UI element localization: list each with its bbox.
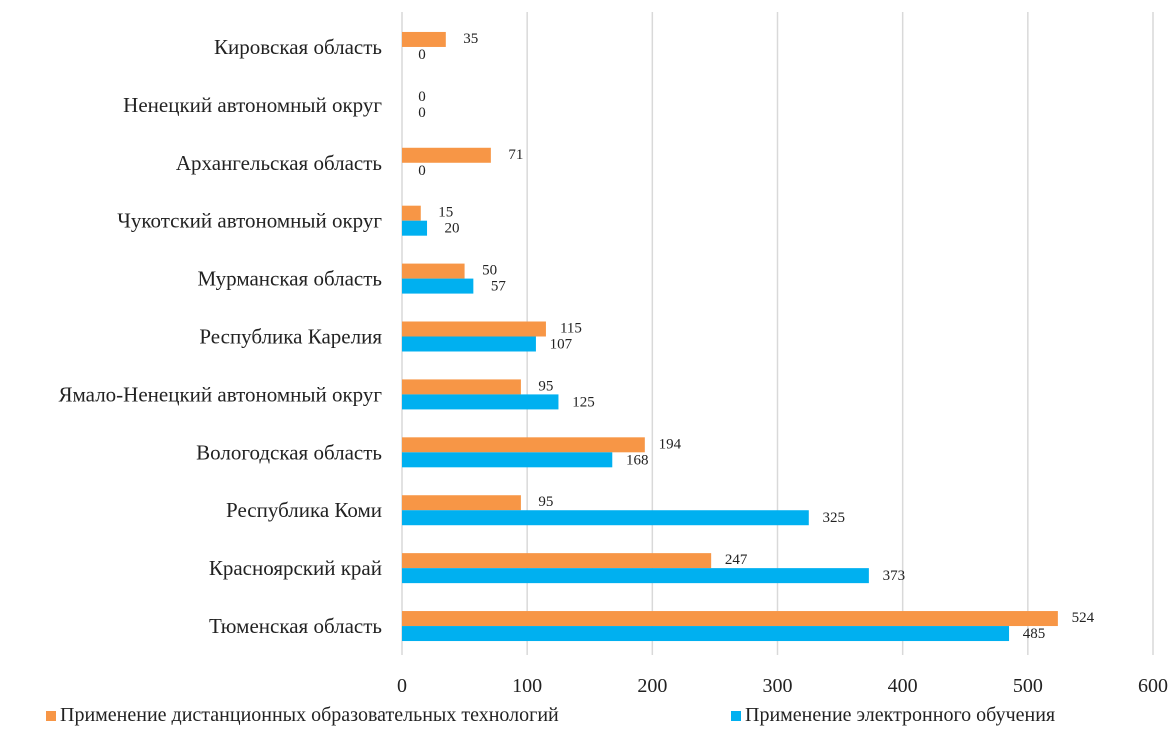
- legend: Применение дистанционных образовательных…: [0, 704, 1171, 731]
- bar-distance-tech: [402, 437, 645, 453]
- data-label: 194: [659, 436, 682, 452]
- bar-distance-tech: [402, 263, 465, 279]
- category-label: Архангельская область: [176, 151, 382, 175]
- data-labels: 3500071015205057115107951251941689532524…: [418, 31, 1094, 642]
- data-label: 20: [445, 221, 460, 237]
- category-labels: Кировская область Ненецкий автономный окр…: [59, 35, 383, 638]
- bar-e-learning: [402, 626, 1010, 642]
- legend-item-e-learning: Применение электронного обучения: [731, 704, 1055, 727]
- data-label: 373: [883, 568, 906, 584]
- data-label: 57: [491, 279, 507, 295]
- bar-distance-tech: [402, 31, 446, 47]
- category-label: Ямало-Ненецкий автономный округ: [59, 382, 383, 406]
- bar-distance-tech: [402, 321, 546, 337]
- bar-distance-tech: [402, 147, 491, 163]
- category-label: Республика Карелия: [199, 325, 382, 349]
- data-label: 0: [418, 163, 426, 179]
- category-label: Мурманская область: [197, 267, 382, 291]
- bar-distance-tech: [402, 495, 521, 511]
- bar-distance-tech: [402, 205, 421, 221]
- bar-distance-tech: [402, 611, 1058, 627]
- bar-e-learning: [402, 394, 559, 410]
- legend-label: Применение дистанционных образовательных…: [60, 704, 559, 726]
- bar-e-learning: [402, 278, 474, 294]
- category-label: Кировская область: [214, 35, 382, 59]
- data-label: 95: [538, 494, 553, 510]
- data-label: 168: [626, 452, 649, 468]
- data-label: 0: [418, 89, 426, 105]
- bar-e-learning: [402, 220, 428, 236]
- category-label: Красноярский край: [209, 556, 382, 580]
- x-tick-label: 600: [1138, 675, 1168, 697]
- legend-item-distance-tech: Применение дистанционных образовательных…: [46, 704, 559, 727]
- data-label: 115: [560, 321, 582, 337]
- data-label: 325: [823, 510, 846, 526]
- legend-label: Применение электронного обучения: [745, 704, 1056, 726]
- data-label: 125: [572, 394, 595, 410]
- x-tick-labels: 0 100 200 300 400 500 600: [397, 675, 1168, 697]
- data-label: 0: [418, 47, 426, 63]
- data-label: 15: [438, 205, 453, 221]
- category-label: Республика Коми: [226, 498, 382, 522]
- x-tick-label: 100: [512, 675, 542, 697]
- category-label: Ненецкий автономный округ: [123, 93, 382, 117]
- bar-distance-tech: [402, 379, 521, 395]
- category-label: Чукотский автономный округ: [117, 209, 382, 233]
- data-label: 35: [463, 31, 478, 47]
- bar-distance-tech: [402, 553, 712, 569]
- x-tick-label: 300: [763, 675, 793, 697]
- x-tick-label: 0: [397, 675, 407, 697]
- x-tick-label: 500: [1013, 675, 1043, 697]
- bars: [402, 31, 1058, 642]
- bar-e-learning: [402, 452, 613, 468]
- legend-swatch-blue: [731, 710, 741, 721]
- bar-e-learning: [402, 568, 869, 584]
- category-label: Вологодская область: [196, 440, 382, 464]
- category-label: Тюменская область: [209, 614, 382, 638]
- data-label: 485: [1023, 626, 1046, 642]
- x-tick-label: 200: [637, 675, 667, 697]
- bar-chart: 3500071015205057115107951251941689532524…: [59, 12, 1168, 697]
- data-label: 71: [508, 147, 523, 163]
- data-label: 107: [550, 337, 573, 353]
- gridlines: [401, 12, 1154, 655]
- data-label: 0: [418, 105, 426, 121]
- data-label: 524: [1072, 610, 1095, 626]
- bar-e-learning: [402, 510, 809, 526]
- x-tick-label: 400: [888, 675, 918, 697]
- data-label: 95: [538, 378, 553, 394]
- bar-e-learning: [402, 336, 536, 352]
- data-label: 247: [725, 552, 748, 568]
- legend-swatch-orange: [46, 710, 56, 721]
- data-label: 50: [482, 263, 497, 279]
